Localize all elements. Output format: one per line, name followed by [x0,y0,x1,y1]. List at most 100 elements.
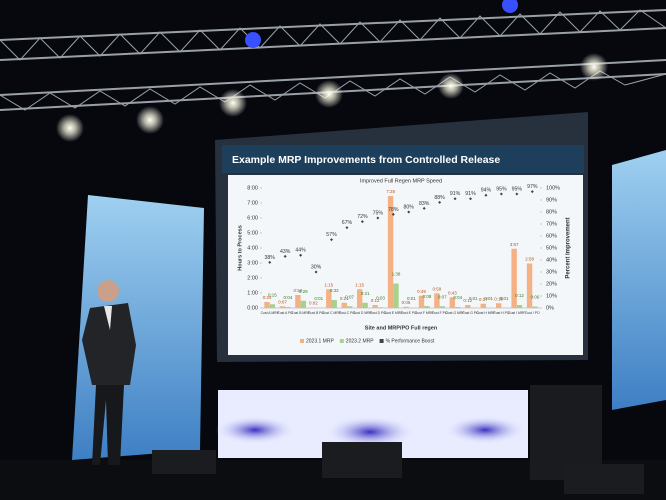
bar [285,306,291,308]
bar [526,263,533,308]
data-label: 72% [357,214,368,220]
bar [372,305,378,308]
y-tick-label: 4:00 [247,245,258,251]
x-tick-label: Cust C PO [339,311,356,315]
data-label: 0:07 [345,294,354,299]
data-label: 1:38 [392,272,401,277]
bar [362,302,368,308]
data-label: 0:49 [417,289,426,294]
data-label: 0:04 [283,295,292,300]
data-label: 3:57 [510,242,519,247]
bar [455,306,461,308]
y2-tick-label: 10% [546,293,557,299]
y2-tick-label: 70% [546,221,557,227]
x-tick-label: Cust C MRP [322,311,342,315]
data-label: 0:17 [479,297,488,302]
side-panel [612,150,666,410]
data-label: 57% [326,232,337,238]
y2-axis-label: Percent improvement [566,217,572,278]
x-tick-label: Cust E MRP [384,311,403,315]
x-tick-label: Cust F MRP [415,311,434,315]
data-label: 43% [280,249,291,255]
marker [499,192,503,196]
bar [449,297,456,308]
legend-swatch [379,339,384,343]
data-label: 0:43 [448,290,457,295]
x-tick-label: Cust G MRP [446,311,466,315]
y-tick-label: 2:00 [247,275,258,281]
x-tick-label: Cust D MRP [353,311,373,315]
data-label: 91% [465,191,476,197]
data-label: 67% [342,220,353,226]
y-tick-label: 7:00 [247,200,258,206]
data-label: 75% [373,210,384,216]
data-label: 0:21 [340,296,349,301]
bar [393,283,399,308]
bar [300,300,307,308]
x-tick-label: Cust D PO [370,311,387,315]
data-label: 78% [388,207,399,213]
y2-tick-label: 30% [546,269,557,275]
legend-label: 2023.2 MRP [346,338,374,344]
marker [515,192,519,196]
legend-swatch [300,339,304,343]
speaker [152,450,216,474]
bar [341,302,347,308]
data-label: 0:52 [294,288,303,293]
bar [326,289,332,308]
data-label: 0:12 [463,298,472,303]
x-tick-label: Cust E PO [401,311,417,315]
data-label: 0:01 [407,296,416,301]
data-label: 0:15 [268,292,277,297]
bar [495,303,502,308]
x-tick-label: Cust H MRP [477,311,497,315]
data-label: 97% [527,184,538,190]
y2-tick-label: 100% [546,185,560,191]
chart-subtitle: Improved Full Regen MRP Speed [360,178,442,184]
data-label: 95% [496,186,507,192]
bar [346,306,353,308]
light-pattern [325,416,415,448]
x-tick-label: Cust H PO [493,311,510,315]
y-tick-label: 1:00 [247,290,258,296]
marker [469,197,472,201]
legend-swatch [339,339,344,343]
y2-tick-label: 40% [546,257,557,263]
data-label: 0:07 [438,294,447,299]
marker [345,226,349,230]
light-pattern [215,416,295,444]
y2-tick-label: 20% [546,281,557,287]
data-label: 0:08 [422,294,431,299]
marker [268,260,272,264]
y2-tick-label: 80% [546,209,557,215]
data-label: 1:15 [355,282,364,287]
marker [283,254,287,258]
slide-header [222,145,584,173]
data-label: 0:01 [484,296,493,301]
data-label: 38% [265,255,276,261]
marker [391,212,395,216]
x-tick-label: Cust I PO [525,311,540,315]
data-label: 80% [404,204,415,210]
y2-tick-label: 60% [546,233,557,239]
data-label: 0:24 [263,295,272,300]
speaker [564,464,644,494]
bar [424,306,430,308]
data-label: 0:32 [330,288,339,293]
y-tick-label: 6:00 [247,215,258,221]
x-tick-label: Cust I MRP [508,311,526,315]
speaker [322,442,402,478]
legend-label: 2023.1 MRP [306,338,334,344]
data-label: 44% [295,248,306,254]
slide-title: Example MRP Improvements from Controlled… [232,154,500,166]
data-label: 30% [311,264,322,270]
legend-label: % Performance Boost [386,338,435,344]
data-label: 0:06 [531,295,540,300]
data-label: 0:04 [453,295,462,300]
bar [439,306,446,308]
chart: Improved Full Regen MRP Speed 0:00 1:00 2:0… [237,178,571,344]
data-label: 1:15 [324,282,333,287]
presenter [82,280,136,465]
x-tick-label: Cust A MRP [261,311,280,315]
